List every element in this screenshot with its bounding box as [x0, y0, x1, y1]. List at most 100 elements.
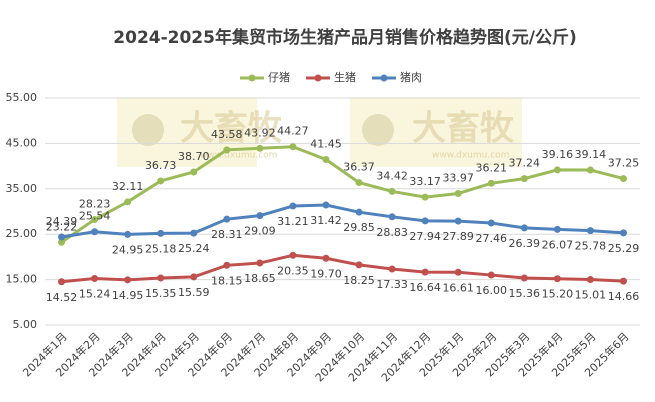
data-label: 18.65	[244, 272, 276, 285]
y-tick-label: 45.00	[6, 136, 38, 149]
data-label: 33.17	[409, 175, 441, 188]
data-label: 23.22	[46, 220, 78, 233]
legend-marker	[314, 74, 322, 82]
data-point	[289, 251, 297, 259]
legend-marker	[380, 74, 388, 82]
data-point	[124, 276, 132, 284]
y-tick-label: 25.00	[6, 227, 38, 240]
y-tick-label: 15.00	[6, 273, 38, 286]
data-point	[520, 224, 528, 232]
data-label: 17.33	[376, 278, 408, 291]
data-point	[190, 273, 198, 281]
data-label: 27.46	[476, 232, 508, 245]
watermark: 大畜牧	[180, 109, 283, 149]
chart-title: 2024-2025年集贸市场生猪产品月销售价格趋势图(元/公斤)	[113, 27, 576, 48]
data-point	[586, 166, 594, 174]
data-label: 25.54	[79, 210, 111, 223]
data-label: 15.36	[509, 287, 541, 300]
data-label: 36.73	[145, 159, 177, 172]
data-label: 16.64	[409, 281, 441, 294]
data-point	[322, 254, 330, 262]
data-point	[520, 274, 528, 282]
y-tick-label: 55.00	[6, 91, 38, 104]
data-point	[124, 198, 132, 206]
data-label: 33.97	[442, 171, 474, 184]
data-point	[355, 261, 363, 269]
data-label: 43.58	[211, 128, 243, 141]
data-label: 36.21	[476, 161, 508, 174]
data-label: 28.83	[376, 226, 408, 239]
data-label: 15.24	[79, 288, 111, 301]
data-point	[388, 187, 396, 195]
data-label: 15.59	[178, 286, 210, 299]
data-point	[619, 229, 627, 237]
data-point	[619, 175, 627, 183]
data-label: 14.66	[608, 290, 640, 303]
data-label: 15.35	[145, 287, 177, 300]
legend-label: 生猪	[334, 70, 356, 84]
data-point	[157, 177, 165, 185]
series-line	[61, 253, 624, 284]
series-line	[60, 145, 624, 244]
data-label: 15.01	[575, 289, 607, 302]
data-point	[454, 268, 462, 276]
data-label: 31.21	[277, 215, 309, 228]
watermark-url: www.dxumu.com	[432, 151, 509, 161]
data-point	[586, 276, 594, 284]
data-label: 19.70	[310, 267, 342, 280]
data-point	[91, 216, 99, 224]
data-label: 37.25	[608, 157, 640, 170]
data-label: 25.29	[608, 242, 640, 255]
data-point	[322, 201, 330, 209]
data-label: 41.45	[310, 138, 342, 151]
data-point	[487, 179, 495, 187]
data-label: 16.61	[442, 281, 474, 294]
data-label: 29.85	[343, 221, 375, 234]
data-label: 18.15	[211, 274, 243, 287]
data-point	[553, 275, 561, 283]
data-label: 38.70	[178, 150, 210, 163]
watermark-logo	[362, 114, 394, 146]
data-label: 16.00	[476, 284, 508, 297]
data-point	[421, 193, 429, 201]
data-label: 18.25	[343, 274, 375, 287]
data-label: 37.24	[509, 157, 541, 170]
data-point	[355, 179, 363, 187]
data-point	[223, 146, 231, 154]
data-point	[157, 274, 165, 282]
data-point	[289, 202, 297, 210]
data-label: 24.95	[112, 243, 144, 256]
data-point	[388, 265, 396, 273]
watermark-url: www.dxumu.com	[200, 151, 277, 161]
data-label: 24.39	[46, 215, 78, 228]
legend-label: 猪肉	[400, 71, 422, 84]
y-tick-label: 35.00	[6, 182, 38, 195]
data-label: 39.16	[542, 148, 574, 161]
data-point	[454, 217, 462, 225]
data-point	[421, 217, 429, 225]
data-point	[553, 225, 561, 233]
data-point	[124, 230, 132, 238]
data-point	[256, 212, 264, 220]
data-label: 25.24	[178, 242, 210, 255]
data-point	[454, 189, 462, 197]
data-label: 39.14	[575, 148, 607, 161]
data-label: 25.78	[575, 240, 607, 253]
data-label: 26.39	[509, 237, 541, 250]
data-point	[190, 168, 198, 176]
data-point	[223, 215, 231, 223]
data-point	[223, 261, 231, 269]
data-label: 28.31	[211, 228, 243, 241]
data-label: 15.20	[542, 288, 574, 301]
y-tick-label: 5.00	[13, 318, 38, 331]
data-point	[58, 233, 66, 241]
data-point	[487, 219, 495, 227]
series-line	[61, 203, 624, 239]
data-label: 14.95	[112, 289, 144, 302]
data-point	[256, 144, 264, 152]
data-label: 14.52	[46, 291, 78, 304]
data-label: 44.27	[277, 125, 309, 138]
data-label: 34.42	[376, 169, 408, 182]
watermark-logo	[132, 114, 164, 146]
